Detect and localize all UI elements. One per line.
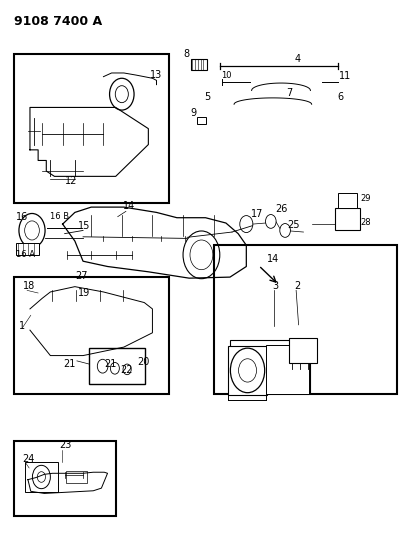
Text: 21: 21 (63, 359, 76, 369)
Bar (66, 471, 87, 483)
Text: 23: 23 (59, 440, 72, 450)
Text: 15: 15 (78, 221, 90, 231)
Text: 16 A: 16 A (16, 250, 35, 259)
Bar (335, 208, 360, 230)
Text: 20: 20 (137, 357, 149, 367)
Bar (266, 345, 309, 394)
Bar (230, 340, 309, 393)
Text: 14: 14 (123, 201, 135, 211)
Bar (197, 117, 206, 124)
Text: 9: 9 (190, 108, 196, 118)
Bar (191, 59, 207, 70)
Bar (16, 243, 39, 255)
Bar (25, 462, 58, 492)
Bar (289, 337, 317, 363)
Text: 14: 14 (267, 254, 279, 264)
Text: 16 B: 16 B (50, 212, 69, 221)
Text: 8: 8 (183, 49, 189, 59)
Text: 26: 26 (276, 204, 288, 214)
Text: 9108 7400 A: 9108 7400 A (14, 14, 102, 28)
Text: 1: 1 (18, 321, 25, 331)
Text: 11: 11 (339, 71, 352, 82)
Text: 7: 7 (286, 88, 292, 98)
Text: 16: 16 (16, 212, 28, 222)
Bar (14, 277, 169, 394)
Text: 22: 22 (120, 365, 132, 375)
Text: 29: 29 (360, 194, 371, 203)
Bar (228, 346, 267, 395)
Text: 5: 5 (205, 92, 211, 102)
Text: 28: 28 (360, 218, 371, 227)
Text: 3: 3 (272, 281, 278, 291)
Text: 27: 27 (76, 271, 88, 281)
Text: 17: 17 (251, 209, 263, 219)
Bar (14, 54, 169, 203)
Bar (214, 245, 397, 394)
Bar (338, 193, 356, 208)
Text: 18: 18 (23, 281, 35, 291)
Text: 2: 2 (295, 281, 301, 291)
Text: 12: 12 (65, 176, 77, 187)
Bar (89, 348, 145, 384)
Text: 21: 21 (104, 359, 117, 369)
Text: 6: 6 (337, 92, 343, 102)
Text: 4: 4 (294, 54, 300, 64)
Text: 10: 10 (221, 71, 231, 80)
Bar (14, 441, 115, 516)
Text: 24: 24 (23, 454, 35, 464)
Text: 25: 25 (287, 220, 300, 230)
Text: 19: 19 (78, 288, 90, 298)
Text: 13: 13 (150, 70, 163, 80)
